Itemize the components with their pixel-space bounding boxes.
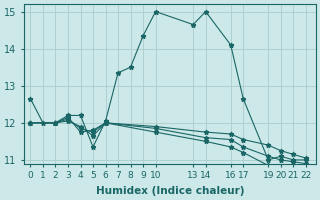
X-axis label: Humidex (Indice chaleur): Humidex (Indice chaleur) [96,186,244,196]
